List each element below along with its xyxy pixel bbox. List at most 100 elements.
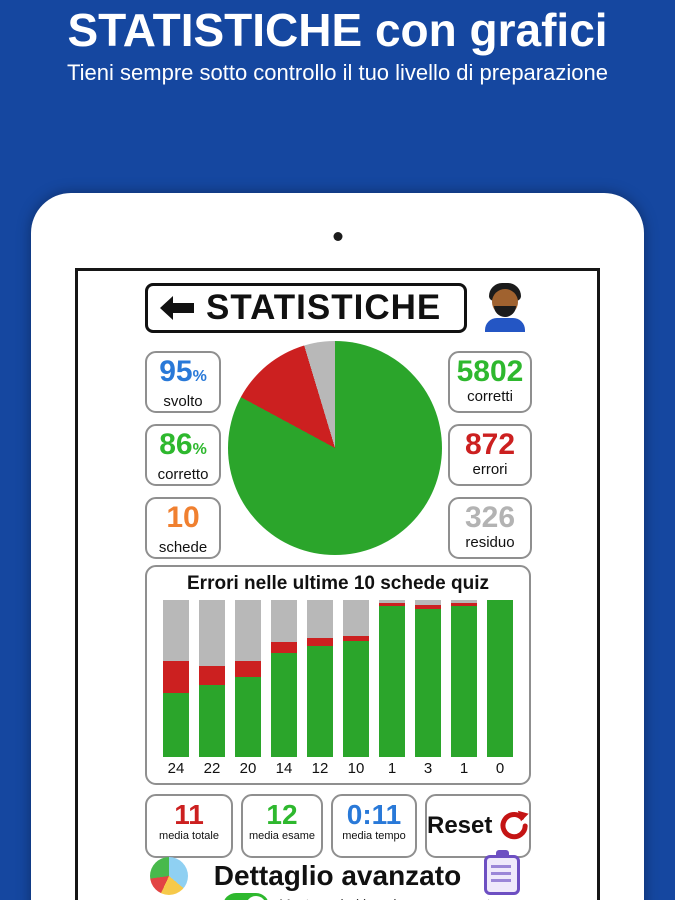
bar-chart-title: Errori nelle ultime 10 schede quiz [187,573,489,594]
clipboard-icon [484,850,520,895]
stacked-bar [271,600,297,757]
errate_pct-segment [271,642,297,654]
stat-corretto-value: 86% [159,428,207,461]
toggle-label: Mostra valori in quiz per argomento [279,893,498,900]
errors-bar-chart: Errori nelle ultime 10 schede quiz 24 22 2… [145,565,531,785]
residuo_pct-segment [451,600,477,604]
stat-errori-value: 872 [464,428,516,461]
errate_pct-segment [379,603,405,607]
page-title: STATISTICHE [206,288,442,327]
stat-residuo-label: residuo [465,534,515,551]
reset-button[interactable]: Reset [425,794,531,858]
corrette_pct-segment [343,640,369,757]
bar-x-label: 12 [311,760,329,777]
stat-corretto-label: corretto [157,466,209,483]
pie-chart-icon [150,857,188,895]
media-tempo-label: media tempo [342,830,406,842]
stat-residuo: 326 residuo [448,497,532,559]
clipboard-clip [496,850,509,858]
avatar[interactable] [480,282,530,332]
stat-svolto-label: svolto [163,393,203,410]
media-esame-label: media esame [248,830,316,842]
bar-chart-bars [163,600,513,757]
media-totale-value: 11 [174,799,204,830]
corrette_pct-segment [379,606,405,757]
residuo_pct-segment [415,600,441,605]
stat-corretti-label: corretti [467,388,513,405]
residuo_pct-segment [199,600,225,666]
tablet-frame: STATISTICHE 95% svolto 86% corretto 10 s… [31,193,644,900]
stacked-bar [415,600,441,757]
stacked-bar [307,600,333,757]
errate_pct-segment [307,637,333,646]
stat-media-tempo: 0:11 media tempo [331,794,417,858]
toggle-switch[interactable] [223,893,269,900]
errate_pct-segment [199,665,225,685]
promo-title: STATISTICHE con grafici [67,4,608,56]
toggle-knob [246,896,266,900]
bar-chart-labels: 24 22 20 14 12 10 1 3 1 0 [163,757,513,779]
bar-x-label: 14 [275,760,293,777]
stacked-bar [451,600,477,757]
reset-button-label: Reset [427,812,493,839]
residuo_pct-segment [163,600,189,662]
stat-svolto-value: 95% [159,355,207,388]
back-button[interactable] [160,296,194,320]
stat-schede-value: 10 [166,501,200,534]
stat-residuo-value: 326 [464,501,516,534]
stat-corretti-value: 5802 [456,355,524,388]
corrette_pct-segment [307,645,333,757]
results-pie-chart [228,341,442,555]
bar-x-label: 1 [387,760,397,777]
stacked-bar [487,600,513,757]
promo-subtitle: Tieni sempre sotto controllo il tuo live… [67,60,608,85]
bar-x-label: 20 [239,760,257,777]
reset-icon [500,810,529,840]
bar-x-label: 1 [459,760,469,777]
app-screen: STATISTICHE 95% svolto 86% corretto 10 s… [75,268,600,900]
errate_pct-segment [451,603,477,607]
bar-x-label: 0 [495,760,505,777]
corrette_pct-segment [271,653,297,757]
bar-x-label: 10 [347,760,365,777]
corrette_pct-segment [163,692,189,757]
toggle-row: Mostra valori in quiz per argomento [223,893,498,900]
corrette_pct-segment [235,676,261,757]
detail-label: Dettaglio avanzato [213,860,462,891]
bar-x-label: 24 [167,760,185,777]
stacked-bar [199,600,225,757]
residuo_pct-segment [235,600,261,662]
stat-svolto: 95% svolto [145,351,221,413]
corrette_pct-segment [487,600,513,757]
media-tempo-value: 0:11 [346,799,402,830]
stat-errori: 872 errori [448,424,532,486]
avatar-beard [494,306,516,317]
corrette_pct-segment [451,606,477,757]
stacked-bar [163,600,189,757]
corrette_pct-segment [415,609,441,757]
stacked-bar [235,600,261,757]
stat-schede-label: schede [158,539,208,556]
left-arrow-icon [160,296,194,320]
corrette_pct-segment [199,684,225,757]
stat-corretti: 5802 corretti [448,351,532,413]
media-esame-value: 12 [266,799,298,830]
tablet-camera-dot [333,232,342,241]
bar-x-label: 3 [423,760,433,777]
media-totale-label: media totale [159,830,219,842]
stacked-bar [379,600,405,757]
detail-row[interactable]: Dettaglio avanzato [78,850,597,895]
residuo_pct-segment [343,600,369,637]
bar-x-label: 22 [203,760,221,777]
errate_pct-segment [343,636,369,641]
errate_pct-segment [163,661,189,693]
stat-media-totale: 11 media totale [145,794,233,858]
stat-errori-label: errori [472,461,508,478]
residuo_pct-segment [271,600,297,643]
residuo_pct-segment [379,600,405,604]
errate_pct-segment [235,661,261,677]
stat-corretto: 86% corretto [145,424,221,486]
stacked-bar [343,600,369,757]
stat-schede: 10 schede [145,497,221,559]
